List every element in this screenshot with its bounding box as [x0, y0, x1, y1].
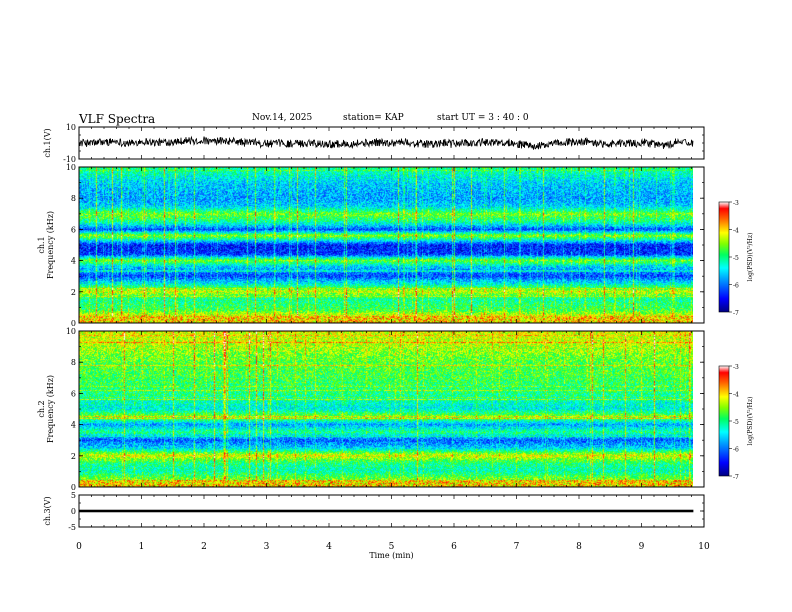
y-tick-label: 6: [71, 389, 76, 398]
y-tick-label: 10: [66, 123, 76, 132]
y-tick-label: 4: [71, 421, 76, 430]
y-tick-label: 10: [66, 327, 76, 336]
y-tick-label: 8: [71, 358, 76, 367]
x-tick-label: 3: [264, 542, 270, 552]
station-label: station= KAP: [343, 113, 404, 123]
x-tick-label: 8: [576, 542, 582, 552]
x-tick-label: 9: [639, 542, 645, 552]
y-axis-label: ch.1: [37, 236, 46, 253]
y-tick-label: -10: [63, 155, 76, 164]
colorbar-tick-label: -7: [733, 310, 739, 317]
colorbar-tick-label: -3: [733, 364, 739, 371]
y-tick-label: -5: [68, 523, 76, 532]
y-tick-label: 8: [71, 194, 76, 203]
ch1-spectrogram-image: [79, 167, 693, 323]
x-tick-label: 4: [326, 542, 332, 552]
x-tick-label: 0: [76, 542, 82, 552]
colorbar-tick-label: -6: [733, 283, 739, 290]
y-tick-label: 0: [71, 507, 76, 516]
y-tick-label: 0: [71, 319, 76, 328]
colorbar-tick-label: -7: [733, 474, 739, 481]
x-tick-label: 1: [139, 542, 145, 552]
colorbar-label: log(PSD)(V²/Hz): [747, 397, 754, 446]
colorbar-tick-label: -3: [733, 200, 739, 207]
x-tick-label: 5: [389, 542, 395, 552]
y-tick-label: 5: [71, 491, 76, 500]
colorbar-tick-label: -5: [733, 255, 739, 262]
y-axis-label: Frequency (kHz): [46, 375, 55, 443]
colorbar-tick-label: -5: [733, 419, 739, 426]
ch2-spectrogram-colorbar: [718, 365, 730, 477]
y-tick-label: 10: [66, 163, 76, 172]
x-tick-label: 6: [451, 542, 457, 552]
y-tick-label: 0: [71, 483, 76, 492]
colorbar-label: log(PSD)(V²/Hz): [747, 233, 754, 282]
ch1-waveform-trace: [78, 135, 694, 150]
y-tick-label: 4: [71, 257, 76, 266]
y-axis-label: ch.1(V): [43, 128, 52, 157]
x-tick-label: 10: [698, 542, 710, 552]
date-label: Nov.14, 2025: [252, 113, 313, 123]
start-time-label: start UT = 3 : 40 : 0: [437, 113, 529, 123]
figure-title: VLF Spectra: [79, 112, 156, 126]
colorbar-tick-label: -4: [733, 392, 739, 399]
colorbar-tick-label: -6: [733, 447, 739, 454]
x-tick-label: 7: [514, 542, 520, 552]
x-tick-label: 2: [201, 542, 207, 552]
ch3-waveform-trace: [79, 509, 694, 513]
x-axis-label: Time (min): [369, 551, 413, 560]
y-axis-label: ch.3(V): [43, 496, 52, 525]
colorbar-tick-label: -4: [733, 228, 739, 235]
y-axis-label: Frequency (kHz): [46, 211, 55, 279]
y-tick-label: 2: [71, 288, 76, 297]
y-tick-label: 6: [71, 225, 76, 234]
ch1-spectrogram-colorbar: [718, 201, 730, 313]
ch2-spectrogram-image: [79, 331, 693, 487]
y-axis-label: ch.2: [37, 400, 46, 417]
y-tick-label: 2: [71, 452, 76, 461]
